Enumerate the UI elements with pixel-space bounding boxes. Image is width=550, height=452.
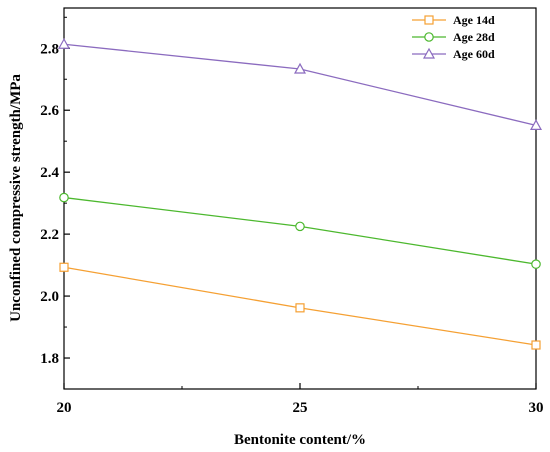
legend-entry: Age 14d xyxy=(412,13,495,27)
x-axis-title: Bentonite content/% xyxy=(234,432,366,448)
y-tick-label: 2.8 xyxy=(40,41,59,57)
legend-entry: Age 28d xyxy=(412,30,495,44)
legend-label: Age 14d xyxy=(453,13,495,27)
legend: Age 14d Age 28d Age 60d xyxy=(412,13,495,61)
series-1 xyxy=(59,192,541,269)
y-tick-label: 2.6 xyxy=(40,103,59,119)
data-point xyxy=(59,192,69,203)
legend-label: Age 28d xyxy=(453,30,495,44)
data-point xyxy=(529,119,543,130)
data-point xyxy=(59,262,69,272)
data-point xyxy=(531,259,541,269)
data-point xyxy=(293,62,307,74)
y-tick-label: 1.8 xyxy=(40,351,59,367)
x-tick-label: 30 xyxy=(529,400,544,416)
data-point xyxy=(531,340,541,350)
x-tick-label: 25 xyxy=(293,400,308,416)
y-axis-title: Unconfined compressive strength/MPa xyxy=(8,74,24,322)
series-2 xyxy=(57,38,543,130)
data-point xyxy=(424,15,434,25)
data-point xyxy=(295,303,305,313)
x-tick-label: 20 xyxy=(57,400,72,416)
data-point xyxy=(295,221,305,232)
y-tick-label: 2.4 xyxy=(40,165,59,181)
legend-entry: Age 60d xyxy=(412,47,495,61)
y-tick-label: 2.2 xyxy=(40,227,59,243)
series-layer xyxy=(57,38,543,350)
data-point xyxy=(424,32,434,42)
axis-ticks: 1.8 2.0 2.2 2.4 2.6 2.8 20 25 30 xyxy=(40,16,544,416)
data-point xyxy=(57,38,71,49)
legend-label: Age 60d xyxy=(453,47,495,61)
y-tick-label: 2.0 xyxy=(40,289,59,305)
series-0 xyxy=(59,262,541,350)
data-point xyxy=(422,47,436,59)
